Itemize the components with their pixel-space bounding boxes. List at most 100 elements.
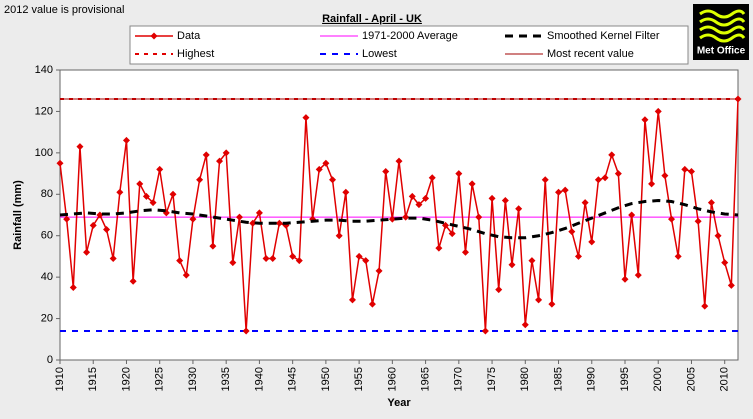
provisional-note: 2012 value is provisional: [4, 4, 124, 16]
chart-title: Rainfall - April - UK: [322, 13, 422, 25]
x-tick-label: 1960: [386, 367, 398, 391]
data-point: [63, 215, 71, 223]
x-tick-label: 1910: [54, 367, 66, 391]
data-point: [734, 95, 742, 103]
data-point: [408, 192, 416, 200]
data-point: [601, 174, 609, 182]
data-point: [588, 238, 596, 246]
y-tick-label: 60: [41, 230, 53, 242]
legend-label: Smoothed Kernel Filter: [547, 30, 660, 42]
data-point: [475, 213, 483, 221]
y-tick-label: 40: [41, 271, 53, 283]
data-point: [355, 252, 363, 260]
x-tick-label: 2010: [719, 367, 731, 391]
data-point: [674, 252, 682, 260]
data-point: [395, 157, 403, 165]
data-point: [388, 215, 396, 223]
data-point: [701, 302, 709, 310]
legend-label: 1971-2000 Average: [362, 30, 458, 42]
data-point: [216, 157, 224, 165]
data-point: [156, 165, 164, 173]
data-point: [89, 221, 97, 229]
data-point: [428, 174, 436, 182]
data-point: [528, 257, 536, 265]
x-tick-label: 1990: [586, 367, 598, 391]
data-point: [342, 188, 350, 196]
data-point: [694, 217, 702, 225]
y-tick-label: 20: [41, 312, 53, 324]
data-point: [495, 286, 503, 294]
logo: Met Office: [693, 4, 749, 60]
data-point: [196, 176, 204, 184]
data-point: [122, 136, 130, 144]
x-tick-label: 1965: [419, 367, 431, 391]
data-point: [435, 244, 443, 252]
data-point: [255, 209, 263, 217]
legend-label: Lowest: [362, 48, 397, 60]
legend-label: Data: [177, 30, 201, 42]
data-point: [76, 143, 84, 151]
data-point: [109, 255, 117, 262]
data-point: [362, 257, 370, 265]
data-point: [295, 257, 303, 265]
data-point: [628, 211, 636, 219]
data-point: [402, 213, 410, 221]
data-point: [375, 267, 383, 275]
data-point: [614, 170, 622, 178]
data-point: [681, 165, 689, 173]
data-point: [541, 176, 549, 184]
data-point: [315, 165, 323, 173]
data-point: [707, 199, 715, 207]
data-point: [574, 252, 582, 260]
data-point: [235, 213, 243, 221]
data-point: [488, 194, 496, 202]
data-point: [129, 277, 137, 285]
data-point: [229, 259, 237, 267]
x-tick-label: 2000: [652, 367, 664, 391]
data-point: [661, 172, 669, 180]
x-tick-label: 1920: [120, 367, 132, 391]
y-tick-label: 120: [35, 105, 53, 117]
x-tick-label: 1995: [619, 367, 631, 391]
data-point: [182, 271, 190, 279]
data-point: [289, 252, 297, 260]
data-point: [136, 180, 144, 188]
legend-marker: [150, 32, 158, 40]
x-tick-label: 1945: [287, 367, 299, 391]
data-point: [727, 281, 735, 289]
data-point: [508, 261, 516, 269]
data-point: [368, 300, 376, 308]
data-point: [561, 186, 569, 194]
data-point: [555, 188, 563, 196]
y-tick-label: 0: [47, 354, 53, 366]
data-point: [348, 296, 356, 304]
data-point: [481, 327, 489, 335]
data-point: [535, 296, 543, 304]
logo-text: Met Office: [697, 46, 746, 57]
data-point: [69, 284, 77, 291]
data-point: [209, 242, 217, 250]
legend-box: [129, 25, 689, 65]
data-point: [634, 271, 642, 279]
data-point: [594, 176, 602, 184]
x-tick-label: 1970: [453, 367, 465, 391]
data-point: [103, 226, 111, 233]
data-point: [621, 275, 629, 283]
data-point: [641, 116, 649, 124]
data-point: [548, 300, 556, 308]
data-point: [721, 259, 729, 267]
x-axis-label: Year: [387, 397, 411, 409]
data-point: [96, 211, 104, 219]
data-point: [415, 201, 423, 209]
series-line: [59, 198, 739, 240]
data-point: [455, 170, 463, 178]
data-point: [189, 215, 197, 223]
x-tick-label: 1985: [552, 367, 564, 391]
data-point: [335, 232, 343, 240]
data-point: [501, 197, 509, 204]
data-point: [275, 219, 283, 227]
data-point: [202, 151, 210, 159]
data-point: [149, 199, 157, 207]
x-tick-label: 1925: [154, 367, 166, 391]
